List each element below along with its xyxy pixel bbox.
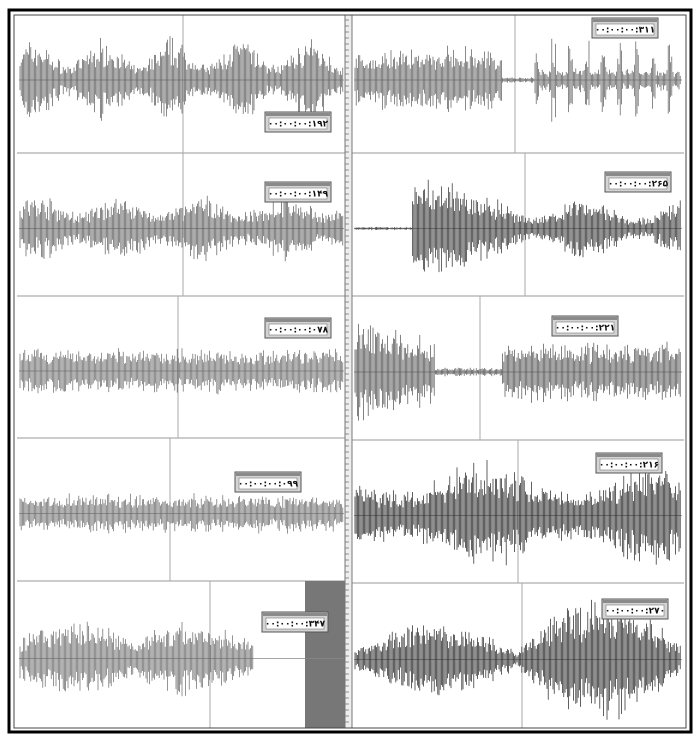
waveform	[19, 195, 344, 262]
waveform-panel: ۰۰:۰۰:۰۰:۳۱۱	[352, 15, 684, 154]
waveform-panel: ۰۰:۰۰:۰۰:۳۴۷	[17, 581, 346, 729]
waveform-panel: ۰۰:۰۰:۰۰:۱۴۹	[17, 153, 346, 297]
timestamp-box: ۰۰:۰۰:۰۰:۰۹۹	[234, 471, 302, 493]
timestamp-titlebar	[593, 19, 657, 22]
timestamp-field	[268, 323, 328, 336]
timestamp-box: ۰۰:۰۰:۰۰:۰۷۸	[264, 317, 332, 339]
timestamp-field	[599, 458, 659, 471]
timestamp-box: ۰۰:۰۰:۰۰:۱۴۹	[264, 181, 332, 203]
outer-frame	[7, 8, 693, 734]
timestamp-titlebar	[603, 600, 667, 603]
timestamp-titlebar	[606, 173, 670, 176]
waveform	[354, 460, 681, 566]
timestamp-box: ۰۰:۰۰:۰۰:۲۶۵	[604, 171, 672, 193]
timestamp-field	[268, 117, 328, 130]
timestamp-box: ۰۰:۰۰:۰۰:۳۱۱	[591, 17, 659, 39]
waveform-panel: ۰۰:۰۰:۰۰:۲۲۱	[352, 296, 684, 441]
waveform	[354, 38, 681, 122]
waveform-panel: ۰۰:۰۰:۰۰:۰۷۸	[17, 296, 346, 439]
panels: ۰۰:۰۰:۰۰:۱۹۲ ۰۰:۰۰:۰۰:۱۴۹ ۰۰:۰۰:۰۰:۰۷۸ ۰۰:۰…	[17, 14, 684, 729]
timestamp-field	[595, 23, 655, 36]
waveform	[19, 36, 344, 125]
waveform	[354, 323, 681, 421]
timestamp-field	[555, 321, 615, 334]
timestamp-field	[608, 177, 668, 190]
timestamp-field	[605, 604, 665, 617]
timestamp-field	[268, 187, 328, 200]
waveform-panel: ۰۰:۰۰:۰۰:۰۹۹	[17, 438, 346, 582]
timestamp-titlebar	[597, 454, 661, 457]
timestamp-titlebar	[266, 183, 330, 186]
timestamp-box: ۰۰:۰۰:۰۰:۱۹۲	[264, 111, 332, 133]
timestamp-box: ۰۰:۰۰:۰۰:۲۷۰	[601, 598, 669, 620]
timestamp-box: ۰۰:۰۰:۰۰:۳۴۷	[261, 611, 329, 633]
timestamp-titlebar	[236, 473, 300, 476]
waveform	[19, 493, 344, 534]
timestamp-label: ۰۰:۰۰:۰۰:۳۴۷	[265, 620, 326, 630]
timestamp-label: ۰۰:۰۰:۰۰:۲۲۱	[555, 324, 615, 334]
timestamp-label: ۰۰:۰۰:۰۰:۰۹۹	[238, 480, 299, 490]
timestamp-label: ۰۰:۰۰:۰۰:۲۶۵	[608, 180, 669, 190]
timestamp-label: ۰۰:۰۰:۰۰:۱۹۲	[268, 120, 329, 130]
timestamp-label: ۰۰:۰۰:۰۰:۰۷۸	[268, 326, 329, 336]
timestamp-label: ۰۰:۰۰:۰۰:۳۱۱	[595, 26, 655, 36]
timestamp-label: ۰۰:۰۰:۰۰:۲۱۶	[599, 461, 659, 471]
timestamp-titlebar	[266, 319, 330, 322]
waveform-panel: ۰۰:۰۰:۰۰:۲۶۵	[352, 153, 684, 297]
timestamp-field	[238, 477, 298, 490]
waveform-panel: ۰۰:۰۰:۰۰:۲۱۶	[352, 440, 684, 584]
waveform	[354, 179, 681, 273]
timestamp-box: ۰۰:۰۰:۰۰:۲۱۶	[595, 452, 663, 474]
timestamp-titlebar	[263, 613, 327, 616]
inner-frame	[13, 14, 687, 729]
timestamp-titlebar	[553, 317, 617, 320]
timestamp-label: ۰۰:۰۰:۰۰:۲۷۰	[605, 607, 665, 617]
timestamp-box: ۰۰:۰۰:۰۰:۲۲۱	[551, 315, 619, 337]
waveform-panel: ۰۰:۰۰:۰۰:۱۹۲	[17, 15, 346, 154]
timestamp-field	[265, 617, 325, 630]
waveform	[19, 348, 344, 395]
timestamp-titlebar	[266, 113, 330, 116]
waveform	[354, 599, 681, 720]
selection-shade	[305, 581, 346, 728]
waveform	[19, 621, 254, 697]
timestamp-label: ۰۰:۰۰:۰۰:۱۴۹	[268, 190, 329, 200]
